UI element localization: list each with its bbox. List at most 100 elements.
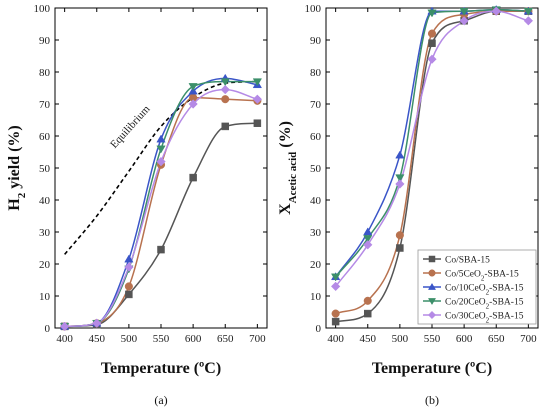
panel-b-y-tick-label: 100 [305,3,322,15]
panel-b-ylabel-rest: (%) [277,121,294,152]
panel-b-point-co-20ceo2-sba-15 [395,174,405,183]
panel-a-y-tick-label: 40 [39,195,51,207]
panel-a-x-tick-label: 450 [89,333,106,345]
panel-b-x-tick-label: 600 [456,333,473,345]
panel-a-curve-co-5ceo2-sba-15 [64,96,258,328]
panel-a-point-co-sba-15 [253,119,262,127]
panel-a-point-co-sba-15 [189,173,197,182]
panel-a-point-co-5ceo2-sba-15 [124,282,133,291]
panel-a-y-tick-label: 0 [45,323,51,335]
legend-marker [428,269,436,277]
legend-entry: Co/10CeO2-SBA-15 [445,284,524,297]
panel-b-point-co-sba-15 [428,39,436,47]
panel-a-point-co-30ceo2-sba-15 [252,94,263,104]
panel-b-point-co-10ceo2-sba-15 [363,227,373,236]
panel-a-point-co-10ceo2-sba-15 [156,134,166,143]
panel-a-point-co-5ceo2-sba-15 [221,95,230,104]
panel-a-y-tick-label: 100 [34,3,51,15]
panel-b-point-co-5ceo2-sba-15 [395,231,404,240]
legend: Co/SBA-15 Co/5CeO2-SBA-15Co/10CeO2-SBA-15… [417,249,537,325]
panel-b-caption: (b) [425,393,439,407]
panel-b-point-co-30ceo2-sba-15 [491,6,501,16]
panel-a-y-tick-label: 70 [39,99,51,111]
panel-b-point-co-30ceo2-sba-15 [363,240,373,250]
panel-a-axes: 400 450 500 550 600 650 700 0 10 20 30 40 50 60 70 80 90… [34,3,267,345]
panel-b-y-tick-label: 20 [310,259,322,271]
panel-b-y-tick-label: 90 [310,35,322,47]
panel-a-point-co-20ceo2-sba-15 [252,78,263,87]
panel-a-fit-curves [64,77,258,328]
panel-a-x-tick-label: 550 [153,333,170,345]
panel-a-point-co-30ceo2-sba-15 [220,84,230,95]
panel-b-point-co-30ceo2-sba-15 [395,179,405,189]
legend-marker [428,255,436,263]
panel-a-y-tick-label: 90 [39,35,51,47]
panel-b-y-tick-label: 50 [310,163,322,175]
legend-marker [427,282,437,290]
panel-b-x-tick-label: 650 [488,333,505,345]
panel-b: 400 450 500 550 600 650 700 0 10 20 30 40 50 60 70 80 90… [277,3,539,407]
panel-a-y-axis-label: H2 yield (%) [6,125,28,211]
panel-b-point-co-30ceo2-sba-15 [523,16,534,26]
panel-b-x-tick-label: 400 [327,333,344,345]
panel-a-ylabel-main: H [6,198,23,211]
panel-b-x-tick-label: 700 [520,333,537,345]
panel-a-curve-co-20ceo2-sba-15 [64,80,258,328]
panel-a-markers [59,73,263,332]
panel-a-point-co-sba-15 [157,245,165,254]
legend-entry: Co/SBA-15 [445,256,490,266]
legend-marker [427,310,437,320]
panel-a-point-co-30ceo2-sba-15 [124,262,134,272]
panel-b-y-tick-label: 60 [310,131,322,143]
panel-a-curve-co-10ceo2-sba-15 [64,77,258,328]
panel-a-ylabel-sub: 2 [16,192,28,198]
panel-a-ylabel-rest: yield (%) [6,125,23,193]
panel-b-y-tick-label: 40 [310,195,322,207]
panel-b-point-co-5ceo2-sba-15 [363,296,372,305]
panel-b-y-tick-label: 0 [316,323,322,335]
panel-a-x-tick-label: 500 [121,333,138,345]
panel-a-x-tick-label: 400 [56,333,73,345]
panel-a-curve-co-sba-15 [64,122,258,328]
panel-b-x-tick-label: 450 [360,333,377,345]
panel-a: 400 450 500 550 600 650 700 0 10 20 30 40 50 60 70 80 90… [6,3,268,407]
panel-b-point-co-20ceo2-sba-15 [330,273,341,282]
legend-entry: Co/5CeO2-SBA-15 [445,270,519,283]
equilibrium-label: Equilibrium [108,103,153,151]
panel-a-point-co-30ceo2-sba-15 [188,99,198,109]
panel-b-point-co-sba-15 [331,317,340,326]
panel-a-y-tick-label: 60 [39,131,51,143]
panel-b-point-co-10ceo2-sba-15 [395,150,405,159]
panel-a-point-co-10ceo2-sba-15 [124,254,134,263]
panel-a-point-co-sba-15 [221,122,229,131]
panel-b-point-co-30ceo2-sba-15 [459,16,469,26]
panel-b-point-co-20ceo2-sba-15 [523,7,534,16]
panel-b-y-axis-label: XAcetic acid (%) [277,121,299,215]
panel-a-point-co-20ceo2-sba-15 [220,78,230,87]
panel-b-point-co-5ceo2-sba-15 [427,29,437,38]
panel-b-point-co-20ceo2-sba-15 [363,235,373,244]
panel-b-x-tick-label: 550 [424,333,441,345]
legend-entry: Co/20CeO2-SBA-15 [445,298,524,311]
panel-b-point-co-sba-15 [364,309,372,318]
panel-a-y-tick-label: 10 [39,291,51,303]
panel-a-y-tick-label: 30 [39,227,51,239]
panel-a-point-co-20ceo2-sba-15 [188,83,198,92]
panel-a-caption: (a) [154,393,167,407]
panel-b-point-co-5ceo2-sba-15 [331,309,340,318]
panel-b-x-axis-label: Temperature (ºC) [372,360,492,377]
panel-b-ylabel-sub: Acetic acid [287,152,299,204]
panel-a-y-tick-label: 80 [39,67,51,79]
panel-b-y-tick-label: 70 [310,99,322,111]
legend-entry: Co/30CeO2-SBA-15 [445,312,524,325]
panel-b-x-tick-label: 500 [392,333,409,345]
panel-a-point-co-30ceo2-sba-15 [92,318,102,328]
panel-b-y-tick-label: 80 [310,67,322,79]
panel-a-x-tick-label: 700 [249,333,266,345]
panel-a-y-tick-label: 20 [39,259,51,271]
panel-b-point-co-30ceo2-sba-15 [427,54,437,64]
panel-b-point-co-sba-15 [396,244,404,252]
panel-a-point-co-20ceo2-sba-15 [156,145,166,154]
panel-b-point-co-20ceo2-sba-15 [459,7,469,16]
